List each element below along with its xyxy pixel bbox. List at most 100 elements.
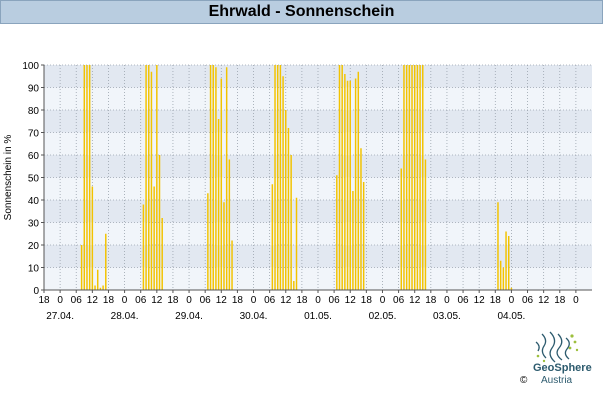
x-tick-label: 0	[122, 295, 128, 306]
sunshine-bar	[354, 78, 357, 290]
x-tick-label: 0	[380, 295, 386, 306]
y-tick-label: 10	[28, 264, 40, 275]
sunshine-bar	[419, 65, 421, 290]
x-date-label: 01.05.	[304, 311, 332, 322]
sunshine-bar	[209, 65, 212, 290]
sunshine-bar	[282, 76, 284, 290]
sunshine-bar	[400, 168, 403, 290]
sunshine-bar	[271, 184, 274, 290]
sunshine-bar	[215, 67, 217, 290]
sunshine-bar	[148, 65, 150, 290]
sunshine-bar	[413, 65, 416, 290]
x-date-label: 28.04.	[111, 311, 139, 322]
x-date-label: 29.04.	[175, 311, 203, 322]
sunshine-bar	[150, 71, 153, 290]
sunshine-bar	[88, 65, 91, 290]
sunshine-bar	[505, 231, 507, 290]
x-tick-label: 18	[490, 295, 502, 306]
x-tick-label: 0	[186, 295, 192, 306]
sunshine-bar	[422, 65, 424, 290]
sunshine-bar	[83, 65, 86, 290]
sunshine-bar	[290, 155, 292, 290]
x-tick-label: 0	[444, 295, 450, 306]
sunshine-bar	[285, 110, 287, 290]
y-tick-label: 20	[28, 241, 40, 252]
sunshine-bar	[344, 74, 346, 290]
sunshine-bar	[105, 233, 107, 290]
sunshine-bar	[507, 236, 510, 290]
y-axis-label: Sonnenschein in %	[3, 135, 14, 221]
brand-name: GeoSphere	[533, 362, 592, 374]
x-tick-label: 06	[135, 295, 147, 306]
sunshine-bar	[156, 65, 158, 290]
x-tick-label: 18	[167, 295, 179, 306]
plot-band	[44, 65, 592, 88]
sunshine-bar	[279, 65, 282, 290]
x-date-label: 03.05.	[433, 311, 461, 322]
y-tick-label: 90	[28, 84, 40, 95]
sunshine-bar	[346, 80, 349, 290]
sunshine-bar	[225, 67, 228, 290]
sunshine-bar	[99, 287, 102, 290]
x-date-label: 27.04.	[46, 311, 74, 322]
sunshine-bar	[349, 80, 351, 290]
x-tick-label: 18	[554, 295, 566, 306]
sunshine-bar	[220, 78, 223, 290]
y-tick-label: 80	[28, 106, 40, 117]
sunshine-bar	[357, 71, 360, 290]
y-tick-label: 50	[28, 174, 40, 185]
x-tick-label: 12	[409, 295, 421, 306]
sunshine-bar	[411, 65, 413, 290]
sunshine-bar	[416, 65, 419, 290]
sunshine-bar	[362, 182, 365, 290]
x-tick-label: 06	[522, 295, 534, 306]
sunshine-bar	[94, 285, 96, 290]
y-tick-label: 40	[28, 196, 40, 207]
sunshine-bar	[497, 202, 499, 290]
sunshine-bar	[212, 65, 214, 290]
sunshine-bar	[424, 159, 427, 290]
x-tick-label: 18	[361, 295, 373, 306]
sunshine-bar	[295, 197, 298, 290]
x-date-label: 30.04.	[240, 311, 268, 322]
x-tick-label: 12	[280, 295, 292, 306]
y-tick-label: 100	[22, 61, 39, 72]
x-tick-label: 12	[216, 295, 228, 306]
sunshine-bar	[145, 65, 147, 290]
x-date-label: 02.05.	[369, 311, 397, 322]
sunshine-bar	[338, 65, 341, 290]
sunshine-bar	[223, 202, 225, 290]
y-tick-label: 60	[28, 151, 40, 162]
x-tick-label: 12	[151, 295, 163, 306]
sunshine-bar	[231, 240, 233, 290]
sunshine-bar	[510, 287, 513, 290]
x-tick-label: 06	[71, 295, 83, 306]
copyright-symbol: ©	[520, 375, 528, 386]
sunshine-bar	[408, 65, 411, 290]
sunshine-bar	[403, 65, 405, 290]
x-tick-label: 0	[509, 295, 515, 306]
x-tick-label: 0	[251, 295, 257, 306]
y-tick-label: 70	[28, 129, 40, 140]
chart-title: Ehrwald - Sonnenschein	[208, 3, 395, 20]
sunshine-bar	[91, 186, 94, 290]
x-tick-label: 0	[315, 295, 321, 306]
sunshine-bar	[293, 281, 295, 290]
sunshine-bar	[207, 193, 209, 290]
x-tick-label: 06	[329, 295, 341, 306]
sunshine-bar	[96, 269, 99, 290]
sunshine-bar	[405, 65, 408, 290]
sunshine-bar	[276, 65, 279, 290]
x-tick-label: 12	[345, 295, 357, 306]
sunshine-bar	[228, 159, 231, 290]
x-tick-label: 0	[573, 295, 579, 306]
sunshine-bar	[102, 285, 104, 290]
sunshine-bar	[153, 186, 155, 290]
x-tick-label: 0	[57, 295, 63, 306]
x-tick-label: 18	[103, 295, 115, 306]
geosphere-logo-icon	[535, 331, 579, 363]
plot-band	[44, 110, 592, 133]
sunshine-bar	[274, 65, 276, 290]
chart-title-bar: Ehrwald - Sonnenschein	[0, 0, 603, 24]
